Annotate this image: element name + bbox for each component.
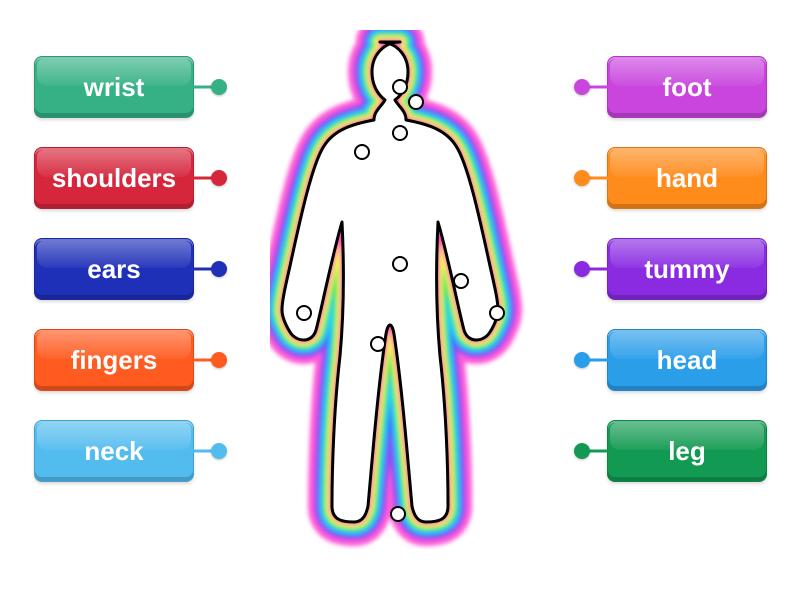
pin-dot[interactable] <box>211 170 227 186</box>
wrist-dot[interactable] <box>453 273 469 289</box>
pin-dot[interactable] <box>574 79 590 95</box>
body-svg <box>270 30 530 570</box>
head-dot[interactable] <box>392 79 408 95</box>
pin-dot[interactable] <box>574 170 590 186</box>
pin-dot[interactable] <box>211 352 227 368</box>
label-tummy[interactable]: tummy <box>607 238 767 300</box>
body-figure <box>270 30 530 570</box>
label-leg[interactable]: leg <box>607 420 767 482</box>
label-text: leg <box>668 436 706 467</box>
label-text: foot <box>662 72 711 103</box>
label-text: hand <box>656 163 718 194</box>
label-text: wrist <box>84 72 145 103</box>
label-text: head <box>657 345 718 376</box>
hand-right-dot[interactable] <box>489 305 505 321</box>
label-shoulders[interactable]: shoulders <box>34 147 194 209</box>
foot-dot[interactable] <box>390 506 406 522</box>
label-ears[interactable]: ears <box>34 238 194 300</box>
label-fingers[interactable]: fingers <box>34 329 194 391</box>
ear-dot[interactable] <box>408 94 424 110</box>
pin-dot[interactable] <box>211 79 227 95</box>
diagram-stage: wrist shoulders ears fingers neck foot hand tu… <box>0 0 800 600</box>
label-wrist[interactable]: wrist <box>34 56 194 118</box>
label-text: fingers <box>71 345 158 376</box>
tummy-dot[interactable] <box>392 256 408 272</box>
shoulder-dot[interactable] <box>354 144 370 160</box>
label-text: neck <box>84 436 143 467</box>
label-foot[interactable]: foot <box>607 56 767 118</box>
pin-dot[interactable] <box>211 261 227 277</box>
hand-left-dot[interactable] <box>296 305 312 321</box>
pin-dot[interactable] <box>211 443 227 459</box>
pin-dot[interactable] <box>574 261 590 277</box>
label-text: ears <box>87 254 141 285</box>
pin-dot[interactable] <box>574 443 590 459</box>
label-text: tummy <box>644 254 729 285</box>
label-text: shoulders <box>52 163 176 194</box>
leg-dot[interactable] <box>370 336 386 352</box>
pin-dot[interactable] <box>574 352 590 368</box>
neck-dot[interactable] <box>392 125 408 141</box>
label-hand[interactable]: hand <box>607 147 767 209</box>
label-head[interactable]: head <box>607 329 767 391</box>
label-neck[interactable]: neck <box>34 420 194 482</box>
